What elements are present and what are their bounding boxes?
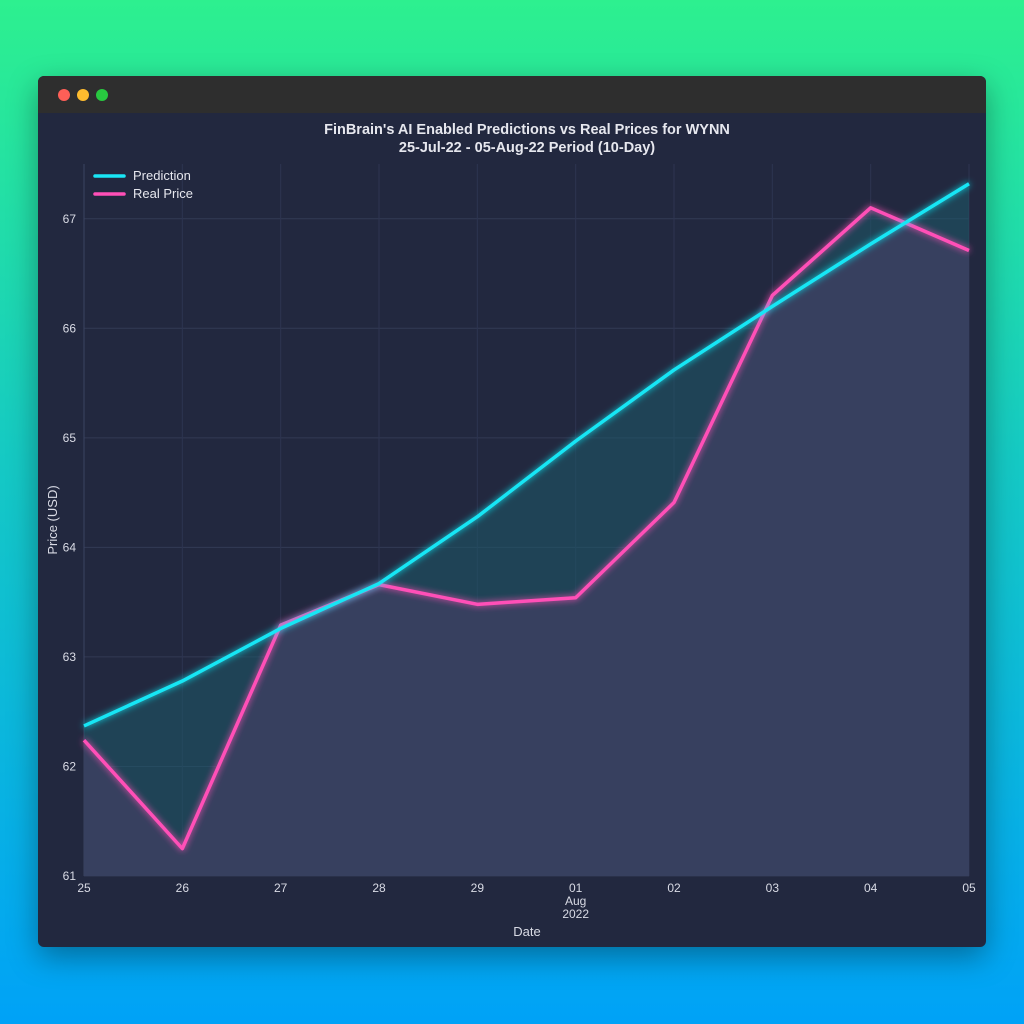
area-under-curves xyxy=(84,222,969,876)
close-window-button[interactable] xyxy=(58,89,70,101)
y-tick-label: 65 xyxy=(63,431,77,445)
x-tick-label: 28 xyxy=(372,881,386,895)
x-tick-label: 29 xyxy=(471,881,485,895)
prediction-line xyxy=(83,182,970,728)
y-tick-label: 62 xyxy=(63,759,77,773)
x-tick-label: 26 xyxy=(176,881,190,895)
x-tick-label: 05 xyxy=(962,881,976,895)
x-tick-label: 02 xyxy=(667,881,681,895)
minimize-window-button[interactable] xyxy=(77,89,89,101)
difference-band xyxy=(84,183,969,849)
x-tick-label: 04 xyxy=(864,881,878,895)
maximize-window-button[interactable] xyxy=(96,89,108,101)
area-fills xyxy=(84,183,969,876)
y-axis-label: Price (USD) xyxy=(45,485,60,554)
legend: Prediction Real Price xyxy=(93,168,193,201)
legend-label-real-price: Real Price xyxy=(133,186,193,201)
x-tick-label: 03 xyxy=(766,881,780,895)
y-tick-label: 67 xyxy=(63,212,77,226)
x-axis-label: Date xyxy=(513,924,540,939)
y-tick-label: 63 xyxy=(63,650,77,664)
y-axis-ticks: 61 62 63 64 65 66 67 xyxy=(63,212,77,883)
x-tick-label: 25 xyxy=(77,881,91,895)
legend-label-prediction: Prediction xyxy=(133,168,191,183)
y-tick-label: 61 xyxy=(63,869,77,883)
y-tick-label: 64 xyxy=(63,540,77,554)
x-tick-label: 01 xyxy=(569,881,583,895)
title-bar xyxy=(38,76,986,113)
chart-title: FinBrain's AI Enabled Predictions vs Rea… xyxy=(324,122,730,138)
x-tick-month-label: Aug xyxy=(565,894,586,908)
y-tick-label: 66 xyxy=(63,321,77,335)
series-lines xyxy=(82,182,970,851)
chart-subtitle: 25-Jul-22 - 05-Aug-22 Period (10-Day) xyxy=(399,140,655,156)
x-tick-label: 27 xyxy=(274,881,288,895)
real-price-line xyxy=(82,206,970,851)
x-tick-year-label: 2022 xyxy=(562,907,589,921)
